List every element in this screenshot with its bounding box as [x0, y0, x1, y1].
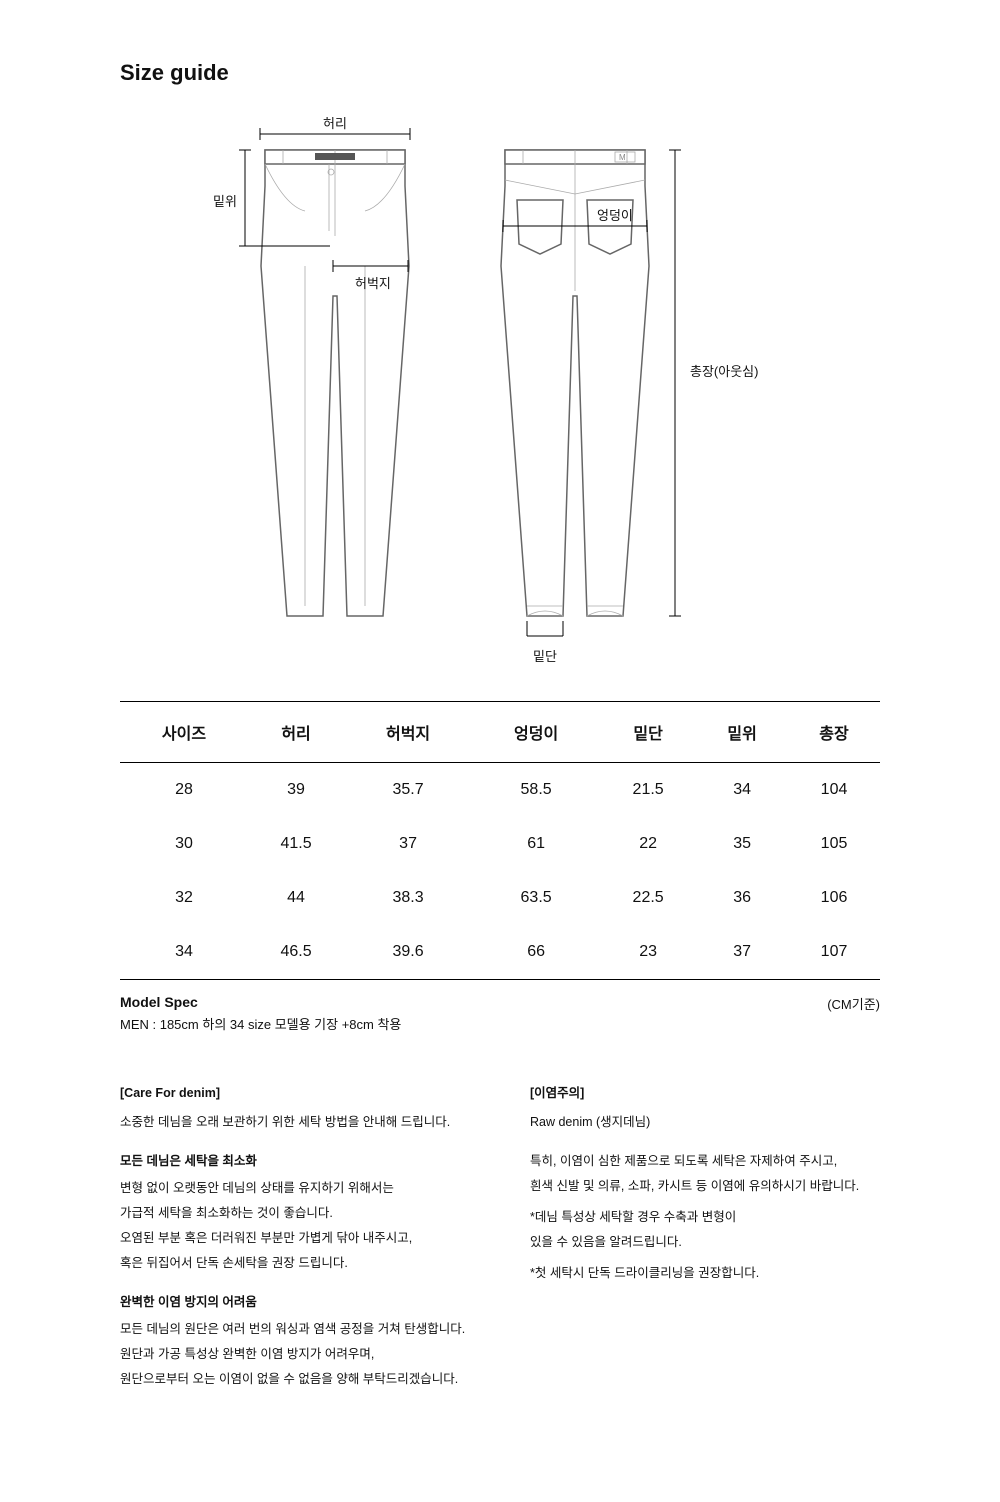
care-left-heading: [Care For denim] — [120, 1081, 470, 1106]
care-section: [Care For denim] 소중한 데님을 오래 보관하기 위한 세탁 방… — [120, 1073, 880, 1392]
table-row: 34 46.5 39.6 66 23 37 107 — [120, 925, 880, 980]
care-text: 흰색 신발 및 의류, 소파, 카시트 등 이염에 유의하시기 바랍니다. — [530, 1174, 880, 1199]
diagram-back: M 엉덩이 총장(아웃심) — [475, 116, 795, 681]
table-header-row: 사이즈 허리 허벅지 엉덩이 밑단 밑위 총장 — [120, 702, 880, 763]
unit-label: (CM기준) — [827, 994, 880, 1013]
care-text: 오염된 부분 혹은 더러워진 부분만 가볍게 닦아 내주시고, — [120, 1226, 470, 1251]
care-text: 변형 없이 오랫동안 데님의 상태를 유지하기 위해서는 — [120, 1176, 470, 1201]
care-text: 원단으로부터 오는 이염이 없을 수 없음을 양해 부탁드리겠습니다. — [120, 1367, 470, 1392]
label-hip: 엉덩이 — [597, 208, 633, 223]
care-text: 있을 수 있음을 알려드립니다. — [530, 1230, 880, 1255]
care-text: Raw denim (생지데님) — [530, 1110, 880, 1135]
care-text: 소중한 데님을 오래 보관하기 위한 세탁 방법을 안내해 드립니다. — [120, 1110, 470, 1135]
care-text: 혹은 뒤집어서 단독 손세탁을 권장 드립니다. — [120, 1251, 470, 1276]
col-length: 총장 — [788, 702, 880, 763]
label-hem: 밑단 — [533, 649, 557, 664]
care-text: 원단과 가공 특성상 완벽한 이염 방지가 어려우며, — [120, 1342, 470, 1367]
label-thigh: 허벅지 — [355, 276, 391, 291]
col-waist: 허리 — [248, 702, 344, 763]
table-row: 28 39 35.7 58.5 21.5 34 104 — [120, 763, 880, 818]
col-hem: 밑단 — [600, 702, 696, 763]
care-text: 가급적 세탁을 최소화하는 것이 좋습니다. — [120, 1201, 470, 1226]
care-text: *첫 세탁시 단독 드라이클리닝을 권장합니다. — [530, 1261, 880, 1286]
diagram-front: 허리 밑위 — [205, 116, 435, 681]
svg-text:M: M — [619, 153, 626, 162]
care-right-heading: [이염주의] — [530, 1081, 880, 1106]
col-rise: 밑위 — [696, 702, 788, 763]
care-right: [이염주의] Raw denim (생지데님) 특히, 이염이 심한 제품으로 … — [530, 1073, 880, 1392]
care-text: 특히, 이염이 심한 제품으로 되도록 세탁은 자제하여 주시고, — [530, 1149, 880, 1174]
table-row: 30 41.5 37 61 22 35 105 — [120, 817, 880, 871]
size-diagram: 허리 밑위 — [120, 116, 880, 681]
model-spec-row: Model Spec MEN : 185cm 하의 34 size 모델용 기장… — [120, 994, 880, 1033]
care-text: *데님 특성상 세탁할 경우 수축과 변형이 — [530, 1205, 880, 1230]
col-size: 사이즈 — [120, 702, 248, 763]
size-table: 사이즈 허리 허벅지 엉덩이 밑단 밑위 총장 28 39 35.7 58.5 … — [120, 701, 880, 980]
care-text: 모든 데님의 원단은 여러 번의 워싱과 염색 공정을 거쳐 탄생합니다. — [120, 1317, 470, 1342]
model-spec-detail: MEN : 185cm 하의 34 size 모델용 기장 +8cm 착용 — [120, 1014, 401, 1033]
label-length: 총장(아웃심) — [690, 364, 758, 379]
label-waist: 허리 — [323, 116, 347, 131]
col-thigh: 허벅지 — [344, 702, 472, 763]
model-spec-title: Model Spec — [120, 994, 401, 1010]
care-left: [Care For denim] 소중한 데님을 오래 보관하기 위한 세탁 방… — [120, 1073, 470, 1392]
col-hip: 엉덩이 — [472, 702, 600, 763]
page-title: Size guide — [120, 60, 880, 86]
care-block1-title: 모든 데님은 세탁을 최소화 — [120, 1149, 470, 1174]
label-rise: 밑위 — [213, 194, 237, 209]
care-block2-title: 완벽한 이염 방지의 어려움 — [120, 1290, 470, 1315]
table-row: 32 44 38.3 63.5 22.5 36 106 — [120, 871, 880, 925]
